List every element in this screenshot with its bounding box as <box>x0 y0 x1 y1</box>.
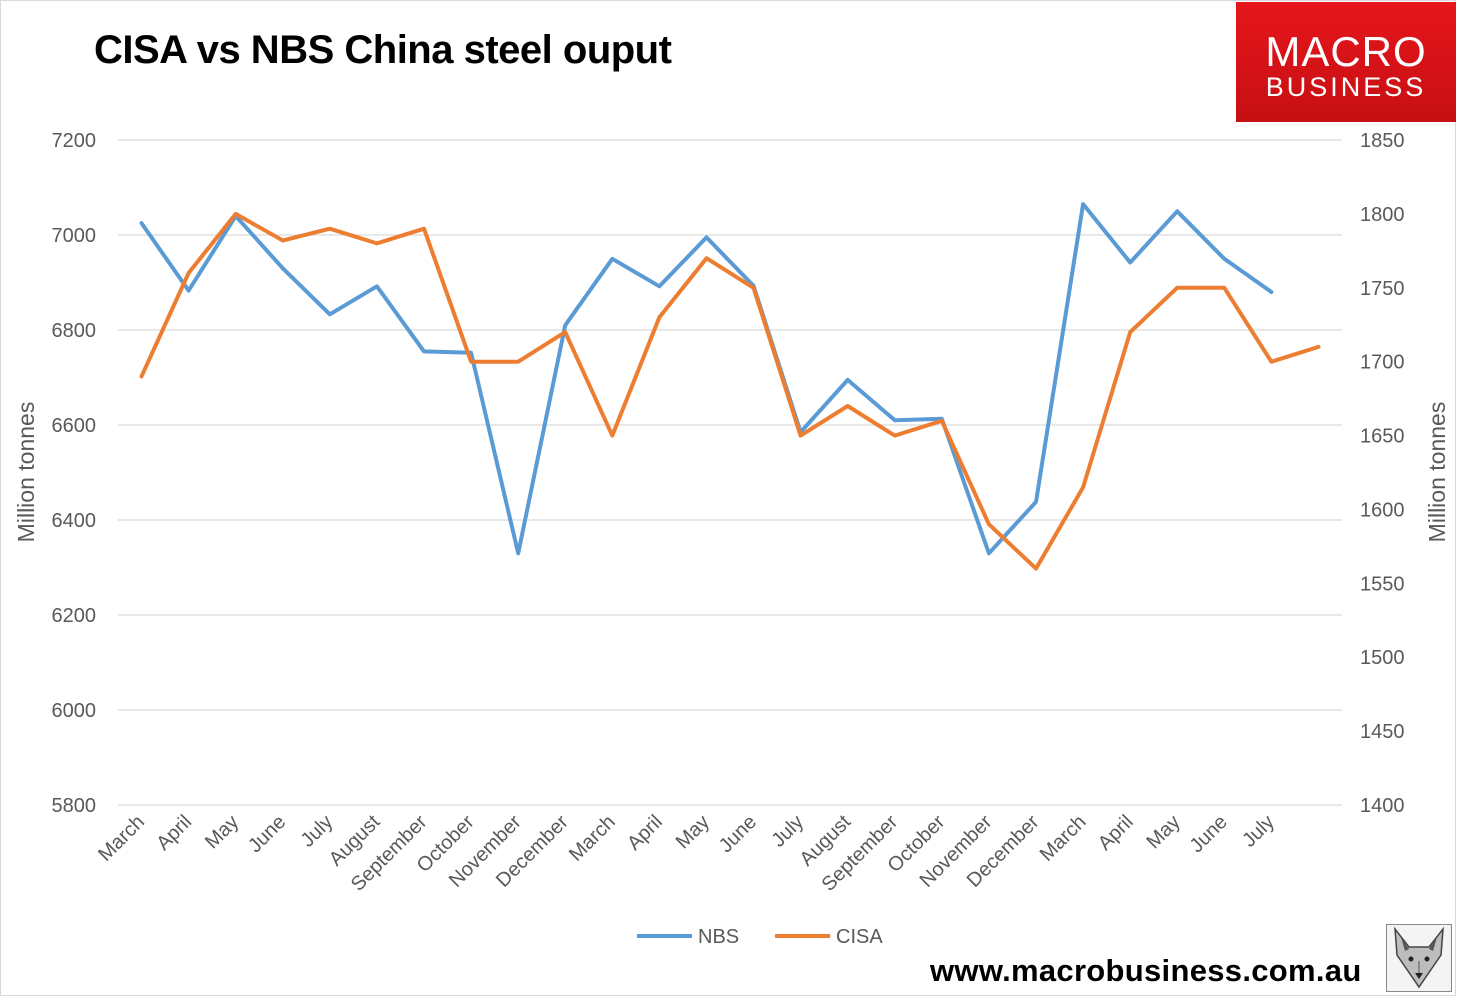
x-tick-label: March <box>565 811 620 866</box>
series-lines <box>139 202 1321 571</box>
right-tick-label: 1850 <box>1360 130 1405 152</box>
legend-label-nbs: NBS <box>698 926 739 948</box>
right-axis-title: Million tonnes <box>1424 402 1450 543</box>
right-tick-label: 1550 <box>1360 573 1405 595</box>
x-tick-label: March <box>1036 811 1091 866</box>
wolf-icon <box>1386 924 1452 992</box>
right-tick-label: 1650 <box>1360 426 1405 448</box>
right-tick-label: 1450 <box>1360 721 1405 743</box>
wolf-icon-graphic <box>1394 926 1444 989</box>
x-axis-ticks: March April May June JulyAugustSeptemberOcto… <box>94 811 1279 896</box>
logo-line-2: BUSINESS <box>1265 72 1427 102</box>
left-tick-label: 6000 <box>52 700 97 722</box>
x-tick-label: March <box>94 811 149 866</box>
left-tick-label: 6600 <box>52 415 97 437</box>
macro-business-logo: MACRO BUSINESS <box>1236 2 1456 122</box>
left-tick-label: 7000 <box>52 225 97 247</box>
x-tick-label: July <box>297 811 338 852</box>
x-tick-label: April <box>1094 811 1138 855</box>
right-tick-label: 1750 <box>1360 278 1405 300</box>
x-tick-label: April <box>152 811 196 855</box>
website-url: www.macrobusiness.com.au <box>930 953 1362 988</box>
right-tick-label: 1800 <box>1360 204 1405 226</box>
logo-line-1: MACRO <box>1265 28 1427 75</box>
left-tick-label: 6800 <box>52 320 97 342</box>
legend: NBS CISA <box>637 926 883 948</box>
x-tick-label: June <box>715 811 761 857</box>
x-tick-label: June <box>244 811 290 857</box>
left-tick-label: 7200 <box>52 130 97 152</box>
right-tick-label: 1400 <box>1360 795 1405 817</box>
left-axis-title: Million tonnes <box>13 402 39 543</box>
right-tick-label: 1500 <box>1360 647 1405 669</box>
left-tick-label: 6400 <box>52 510 97 532</box>
left-tick-label: 6200 <box>52 605 97 627</box>
chart-title: CISA vs NBS China steel ouput <box>94 28 672 72</box>
x-tick-label: May <box>1142 811 1184 853</box>
x-tick-label: July <box>767 811 808 852</box>
left-tick-label: 5800 <box>52 795 97 817</box>
right-axis-ticks: 1400 1450 1500 1550 1600 1650 1700 1750 1800 1850 <box>1360 130 1405 817</box>
gridlines <box>118 139 1342 806</box>
right-tick-label: 1600 <box>1360 499 1405 521</box>
x-tick-label: July <box>1238 811 1279 852</box>
right-tick-label: 1700 <box>1360 352 1405 374</box>
x-tick-label: May <box>201 811 243 853</box>
x-tick-label: April <box>623 811 667 855</box>
left-axis-ticks: 5800 6000 6200 6400 6600 6800 7000 7200 <box>52 130 97 817</box>
series-line-nbs <box>139 202 1274 556</box>
legend-label-cisa: CISA <box>836 926 883 948</box>
x-tick-label: June <box>1186 811 1232 857</box>
x-tick-label: May <box>672 811 714 853</box>
series-line-cisa <box>139 211 1321 571</box>
